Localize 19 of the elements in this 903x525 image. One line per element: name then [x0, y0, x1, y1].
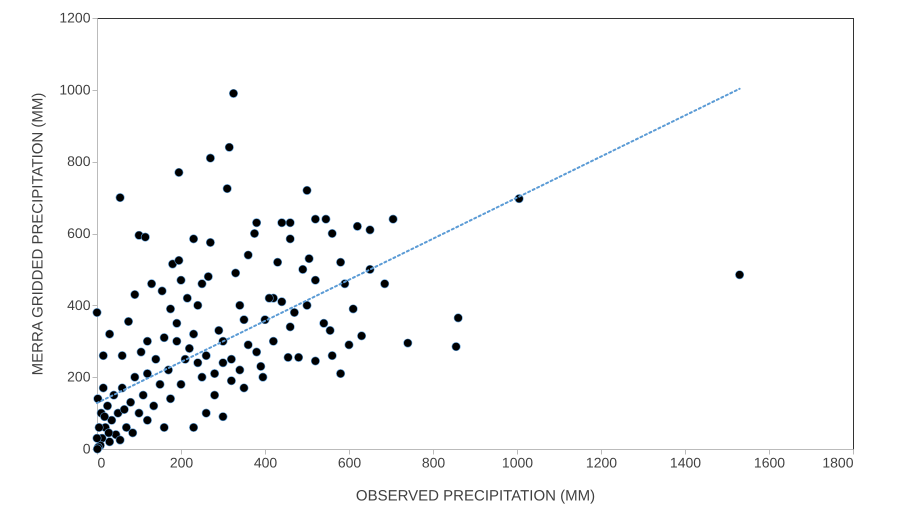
x-tick-label: 400	[254, 454, 278, 470]
x-tick-label: 1800	[822, 454, 854, 470]
x-tick-label: 1400	[670, 454, 702, 470]
x-tick-label: 1200	[586, 454, 618, 470]
x-tick-label: 1000	[502, 454, 534, 470]
y-axis-title: MERRA GRIDDED PRECIPITATION (MM)	[29, 92, 46, 376]
y-tick-label: 200	[67, 368, 91, 385]
y-tick-label: 0	[82, 440, 91, 456]
x-axis-title: OBSERVED PRECIPITATION (MM)	[356, 488, 596, 504]
y-tick-label: 400	[67, 296, 91, 313]
y-tick-label: 600	[67, 225, 91, 241]
x-tick-label: 1600	[754, 454, 786, 470]
y-tick-label: 1000	[59, 81, 91, 98]
x-tick-label: 200	[170, 454, 194, 470]
y-tick-label: 800	[67, 153, 91, 170]
x-tick-label: 800	[422, 454, 446, 470]
y-tick-label: 1200	[59, 10, 91, 26]
x-tick-label: 0	[98, 454, 106, 470]
x-tick-label: 600	[338, 454, 362, 470]
